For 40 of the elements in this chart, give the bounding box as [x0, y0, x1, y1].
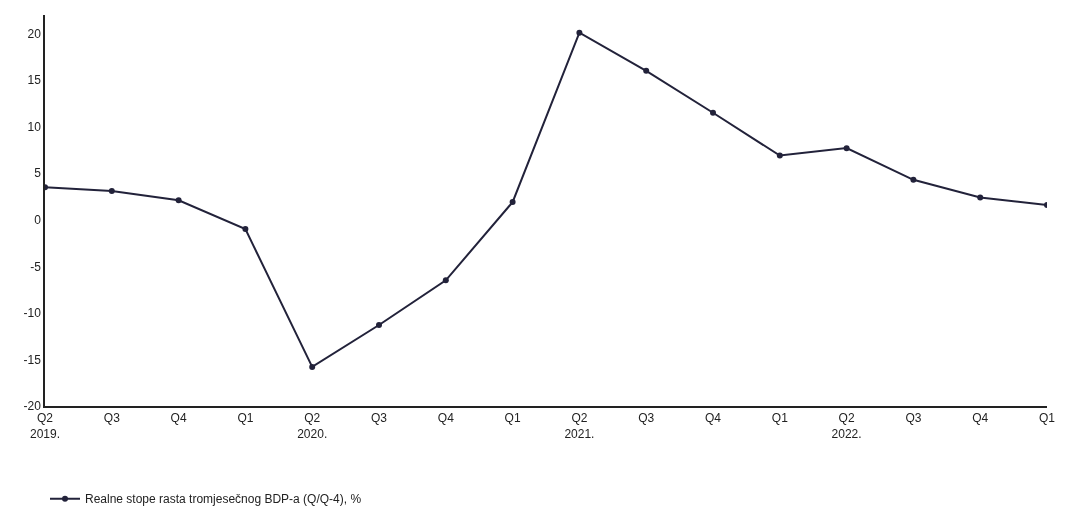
x-tick-label: Q1: [1038, 411, 1056, 426]
point: [576, 29, 583, 36]
x-tick-label: Q3: [905, 411, 922, 426]
x-tick-label: Q4: [170, 411, 187, 426]
point: [442, 277, 449, 284]
y-tick-label: 15: [27, 73, 42, 88]
point: [710, 109, 716, 116]
point: [242, 226, 249, 233]
y-tick-label: 0: [34, 213, 42, 228]
point: [108, 187, 115, 194]
point: [175, 197, 182, 204]
y-tick-label: -5: [30, 259, 42, 274]
point: [376, 322, 382, 329]
x-tick-label: Q2 2021.: [564, 411, 595, 441]
y-tick-label: -20: [23, 399, 42, 414]
y-tick-label: 10: [27, 119, 42, 134]
x-tick-label: Q1: [504, 411, 521, 426]
x-tick-label: Q1: [771, 411, 789, 426]
x-tick-label: Q2 2020.: [297, 411, 328, 441]
x-tick-label: Q3: [638, 411, 655, 426]
x-tick-label: Q4: [437, 411, 455, 426]
y-tick-label: 5: [34, 166, 42, 181]
legend-label: Realne stope rasta tromjesečnog BDP-a (Q/Q-4), %: [85, 492, 362, 507]
point: [643, 67, 650, 74]
y-tick-label: 20: [27, 26, 42, 41]
x-tick-label: Q2 2022.: [831, 411, 862, 441]
x-tick-label: Q4: [704, 411, 722, 426]
x-tick-label: Q2 2019.: [29, 411, 61, 441]
point: [309, 363, 316, 370]
x-tick-label: Q3: [103, 411, 121, 426]
point: [776, 152, 783, 159]
x-tick-label: Q1: [237, 411, 254, 426]
point: [910, 176, 917, 183]
point: [509, 199, 516, 206]
point: [843, 145, 850, 152]
x-tick-label: Q4: [972, 411, 989, 426]
y-tick-label: -10: [23, 306, 42, 321]
point: [977, 194, 984, 201]
y-tick-label: -15: [23, 352, 42, 367]
x-tick-label: Q3: [370, 411, 388, 426]
